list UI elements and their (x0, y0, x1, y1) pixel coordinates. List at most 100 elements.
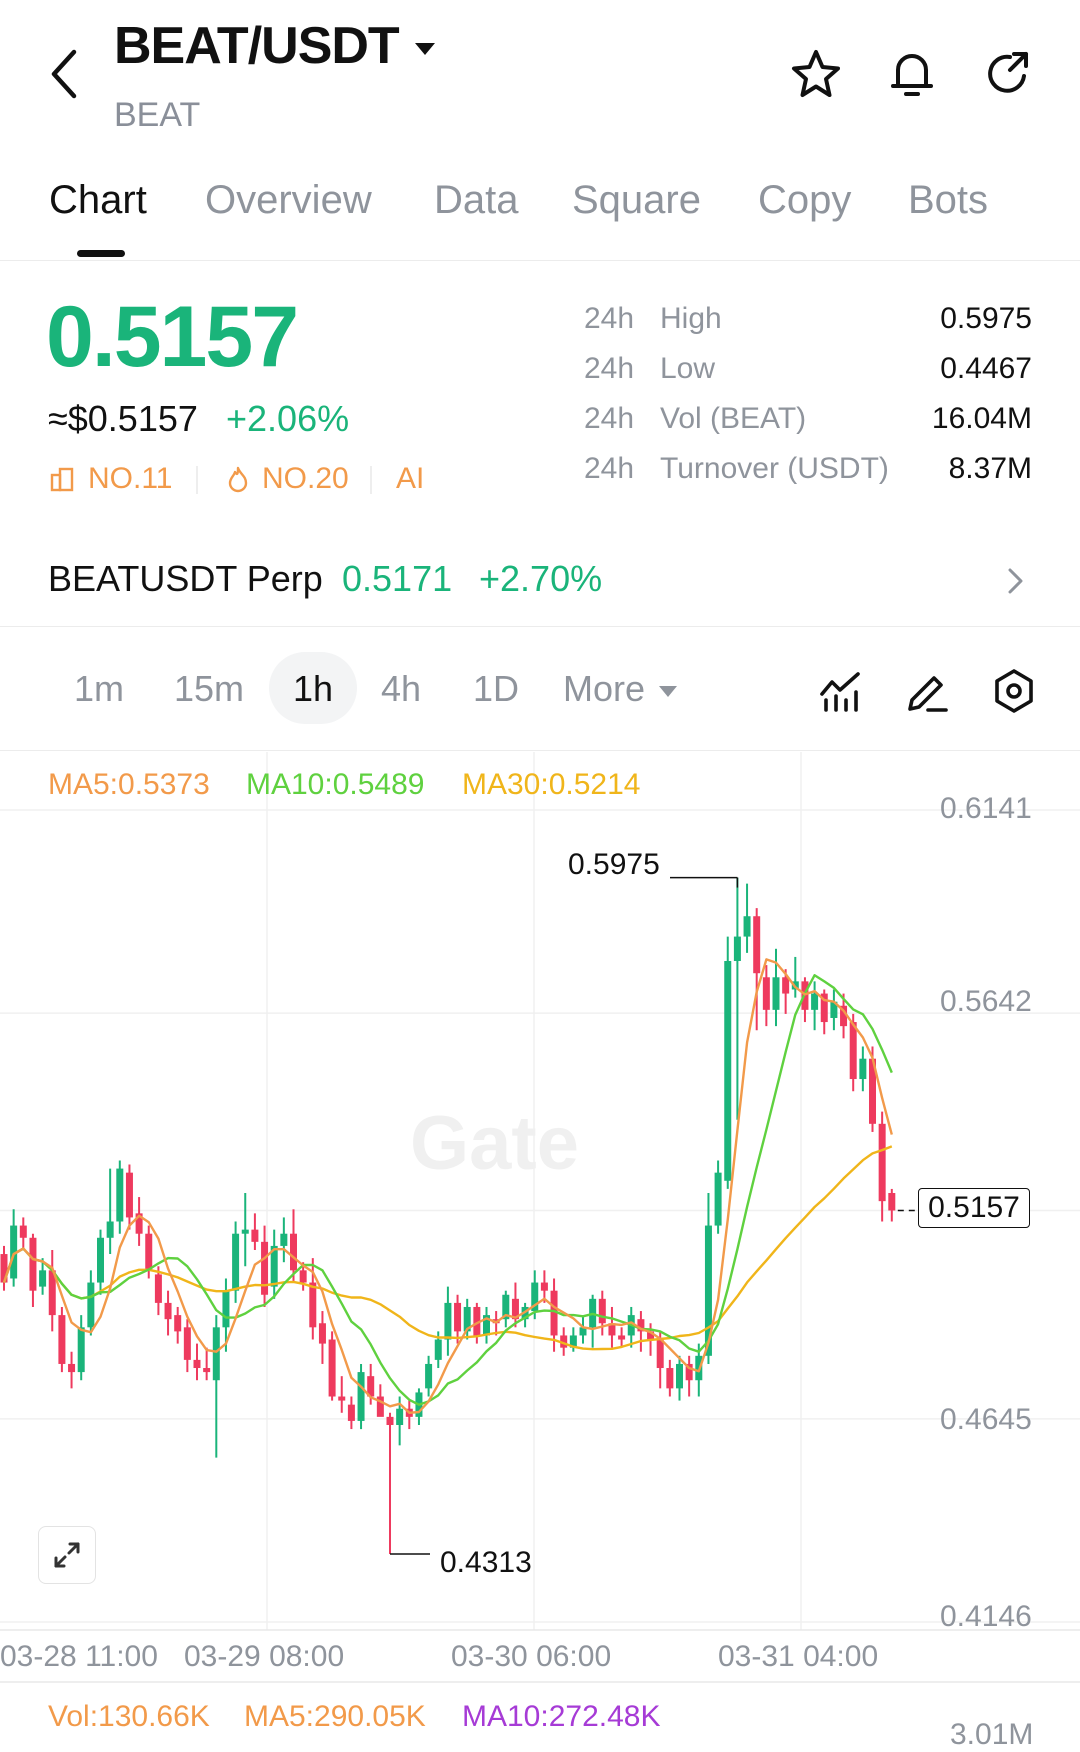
candle-body (290, 1233, 297, 1271)
tab-data[interactable]: Data (434, 178, 519, 222)
candle-body (454, 1302, 462, 1332)
chart-grid (0, 752, 1080, 1683)
tab-copy[interactable]: Copy (758, 178, 852, 222)
divider (370, 466, 372, 494)
tab-bots[interactable]: Bots (908, 178, 989, 222)
perp-name[interactable]: BEATUSDT Perp (48, 558, 323, 599)
interval-1d[interactable]: 1D (473, 668, 520, 709)
stat-value: 0.5975 (940, 302, 1032, 335)
caret-down-icon (659, 685, 678, 697)
candle-body (762, 977, 770, 1010)
candle-body (608, 1323, 616, 1336)
y-tick-label: 0.6141 (940, 792, 1032, 825)
candle-body (10, 1225, 18, 1279)
stat-period: 24h (584, 402, 635, 435)
candle-body (849, 1022, 857, 1080)
candle-body (338, 1396, 346, 1401)
perp-price: 0.5171 (342, 558, 453, 599)
candle-body (840, 1005, 848, 1027)
pair-title: BEAT/USDT (114, 17, 400, 75)
candle-body (483, 1315, 490, 1336)
interval-more[interactable]: More (563, 668, 678, 710)
candle-body (830, 1001, 838, 1018)
chevron-right-icon[interactable] (1004, 566, 1026, 596)
candle-body (888, 1193, 896, 1211)
candle-body (656, 1339, 664, 1369)
candle-body (116, 1168, 124, 1222)
candle-body (637, 1319, 645, 1332)
interval-4h[interactable]: 4h (381, 668, 422, 709)
back-arrow-icon[interactable] (44, 46, 84, 102)
last-price-tag: 0.5157 (918, 1188, 1030, 1228)
indicator-icon[interactable] (818, 668, 864, 714)
candle-body (425, 1363, 433, 1389)
candle-body (463, 1306, 471, 1332)
candle-body (743, 916, 751, 937)
interval-selected-pill (269, 652, 357, 724)
settings-icon[interactable] (991, 668, 1037, 714)
candle-body (820, 993, 828, 1023)
ma10-line (2, 974, 893, 1406)
ma30-label: MA30:0.5214 (462, 768, 641, 801)
flame-icon (228, 466, 248, 493)
candle-body (685, 1363, 693, 1381)
candle-body (251, 1229, 259, 1242)
high-marker-label: 0.5975 (568, 848, 660, 881)
tab-overview[interactable]: Overview (205, 178, 372, 222)
candle-body (540, 1282, 548, 1291)
interval-1m[interactable]: 1m (74, 668, 125, 709)
ma10-label: MA10:0.5489 (246, 768, 425, 801)
stat-period: 24h (584, 302, 635, 335)
tab-chart[interactable]: Chart (49, 178, 147, 222)
candle-body (473, 1306, 481, 1336)
candle-body (569, 1335, 577, 1348)
candle-body (19, 1225, 27, 1238)
candle-body (174, 1315, 182, 1332)
candle-body (68, 1363, 76, 1373)
stat-value: 8.37M (948, 452, 1032, 485)
expand-icon (54, 1542, 80, 1568)
candle-body (48, 1270, 56, 1316)
ai-badge[interactable]: AI (396, 462, 425, 495)
candle-body (666, 1368, 674, 1389)
candle-body (347, 1404, 355, 1421)
candle-body (502, 1294, 510, 1320)
x-tick-label: 03-29 08:00 (184, 1640, 345, 1673)
candle-body (232, 1233, 240, 1291)
candle-body (811, 993, 819, 1010)
candle-body (869, 1058, 876, 1124)
star-icon[interactable] (788, 46, 844, 102)
last-price: 0.5157 (46, 289, 299, 385)
stat-volume: 24h Vol (BEAT) 16.04M (584, 402, 1032, 442)
candle-body (772, 977, 780, 1010)
stat-high: 24h High 0.5975 (584, 302, 1032, 342)
candle-body (859, 1058, 867, 1080)
tab-square[interactable]: Square (572, 178, 701, 222)
rank-badge-hot[interactable]: NO.20 (226, 462, 349, 496)
volume-axis-label: 3.01M (950, 1718, 1034, 1751)
candle-body (39, 1270, 47, 1287)
candle-body (77, 1327, 85, 1373)
x-tick-label: 03-31 04:00 (718, 1640, 879, 1673)
share-icon[interactable] (980, 46, 1036, 102)
fullscreen-button[interactable] (38, 1526, 96, 1584)
candle-body (550, 1290, 558, 1336)
candle-body (782, 977, 790, 994)
candle-body (309, 1282, 317, 1328)
stat-value: 0.4467 (940, 352, 1032, 385)
interval-15m[interactable]: 15m (174, 668, 245, 709)
candle-body (367, 1376, 375, 1397)
candle-body (704, 1225, 712, 1356)
candle-body (97, 1237, 104, 1283)
pair-selector[interactable]: BEAT/USDT (114, 16, 435, 76)
rank-badge-market[interactable]: NO.11 (50, 462, 172, 496)
draw-pencil-icon[interactable] (904, 668, 950, 714)
perp-change: +2.70% (479, 558, 603, 599)
bell-icon[interactable] (884, 46, 940, 102)
candle-body (733, 936, 741, 962)
candle-body (164, 1302, 172, 1320)
divider (196, 466, 198, 494)
interval-1h[interactable]: 1h (293, 668, 334, 709)
candle-body (396, 1408, 404, 1426)
